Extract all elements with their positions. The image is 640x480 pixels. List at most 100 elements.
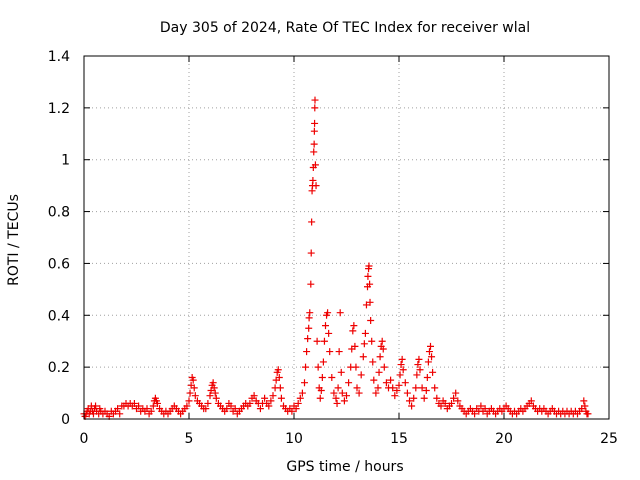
data-point [210,384,218,392]
data-point [308,218,316,226]
data-point [414,361,422,369]
data-point [189,376,197,384]
data-point [325,329,333,337]
data-point [372,389,380,397]
data-point [423,374,431,382]
data-points [80,96,592,420]
data-point [581,402,589,410]
data-point [202,405,210,413]
data-point [413,371,421,379]
grid-lines [84,56,609,419]
chart-title: Day 305 of 2024, Rate Of TEC Index for r… [160,20,530,36]
data-point [227,402,235,410]
data-point [337,368,345,376]
data-point [429,368,437,376]
x-tick-label: 15 [390,431,408,447]
data-point [332,394,340,402]
data-point [422,386,430,394]
data-point [319,358,327,366]
data-point [317,386,325,394]
data-point [428,353,436,361]
data-point [305,324,313,332]
data-point [275,374,283,382]
data-point [433,394,441,402]
data-point [304,335,312,343]
data-point [311,104,319,112]
data-point [143,405,151,413]
data-point [186,389,194,397]
data-point [336,309,344,317]
data-point [246,399,254,407]
data-point [265,402,273,410]
tick-labels: 0 5 10 15 20 25 0 0.2 0.4 0.6 0.8 1 1.2 1.4 [48,49,618,447]
data-point [441,399,449,407]
x-tick-label: 25 [600,431,618,447]
data-point [431,384,439,392]
data-point [303,348,311,356]
data-point [424,358,432,366]
data-point [369,358,377,366]
y-tick-label: 0.2 [48,360,70,376]
data-point [316,394,324,402]
data-point [448,399,455,407]
data-point [349,327,357,335]
data-point [380,363,388,371]
data-point [399,366,407,374]
data-point [406,397,413,405]
data-point [412,384,420,392]
data-point [357,371,365,379]
data-point [471,410,479,418]
x-tick-label: 5 [185,431,194,447]
data-point [302,363,310,371]
data-point [408,402,416,410]
data-point [269,392,277,400]
data-point [340,397,348,405]
y-tick-label: 1.4 [48,49,70,65]
data-point [130,399,138,407]
data-point [250,392,258,400]
data-point [376,353,384,361]
data-point [477,402,485,410]
data-point [312,182,320,190]
plot-border [83,55,610,420]
data-point [393,386,401,394]
data-point [410,394,418,402]
data-point [382,379,390,387]
data-point [420,394,428,402]
data-point [274,366,282,374]
data-point [580,397,588,405]
data-point [527,397,535,405]
data-point [452,389,460,397]
data-point [135,402,143,410]
data-point [301,379,308,387]
data-point [311,119,319,127]
data-point [191,392,199,400]
data-point [365,262,373,270]
data-point [311,161,319,169]
data-point [370,376,378,384]
data-point [185,397,193,405]
data-point [310,140,318,148]
data-point [292,405,300,413]
data-point [343,392,350,400]
data-point [387,376,395,384]
data-point [378,337,386,345]
data-point [397,361,405,369]
data-point [415,355,423,363]
data-point [223,405,231,413]
data-point [359,353,367,361]
data-point [288,407,296,415]
data-point [206,392,214,400]
data-point [277,394,285,402]
data-point [416,366,424,374]
x-axis-label: GPS time / hours [286,459,403,475]
data-point [368,337,376,345]
data-point [362,301,370,309]
data-point [379,345,387,353]
data-point [350,322,358,330]
data-point [351,342,359,350]
data-point [305,314,313,322]
data-point [396,371,404,379]
data-point [294,399,302,407]
